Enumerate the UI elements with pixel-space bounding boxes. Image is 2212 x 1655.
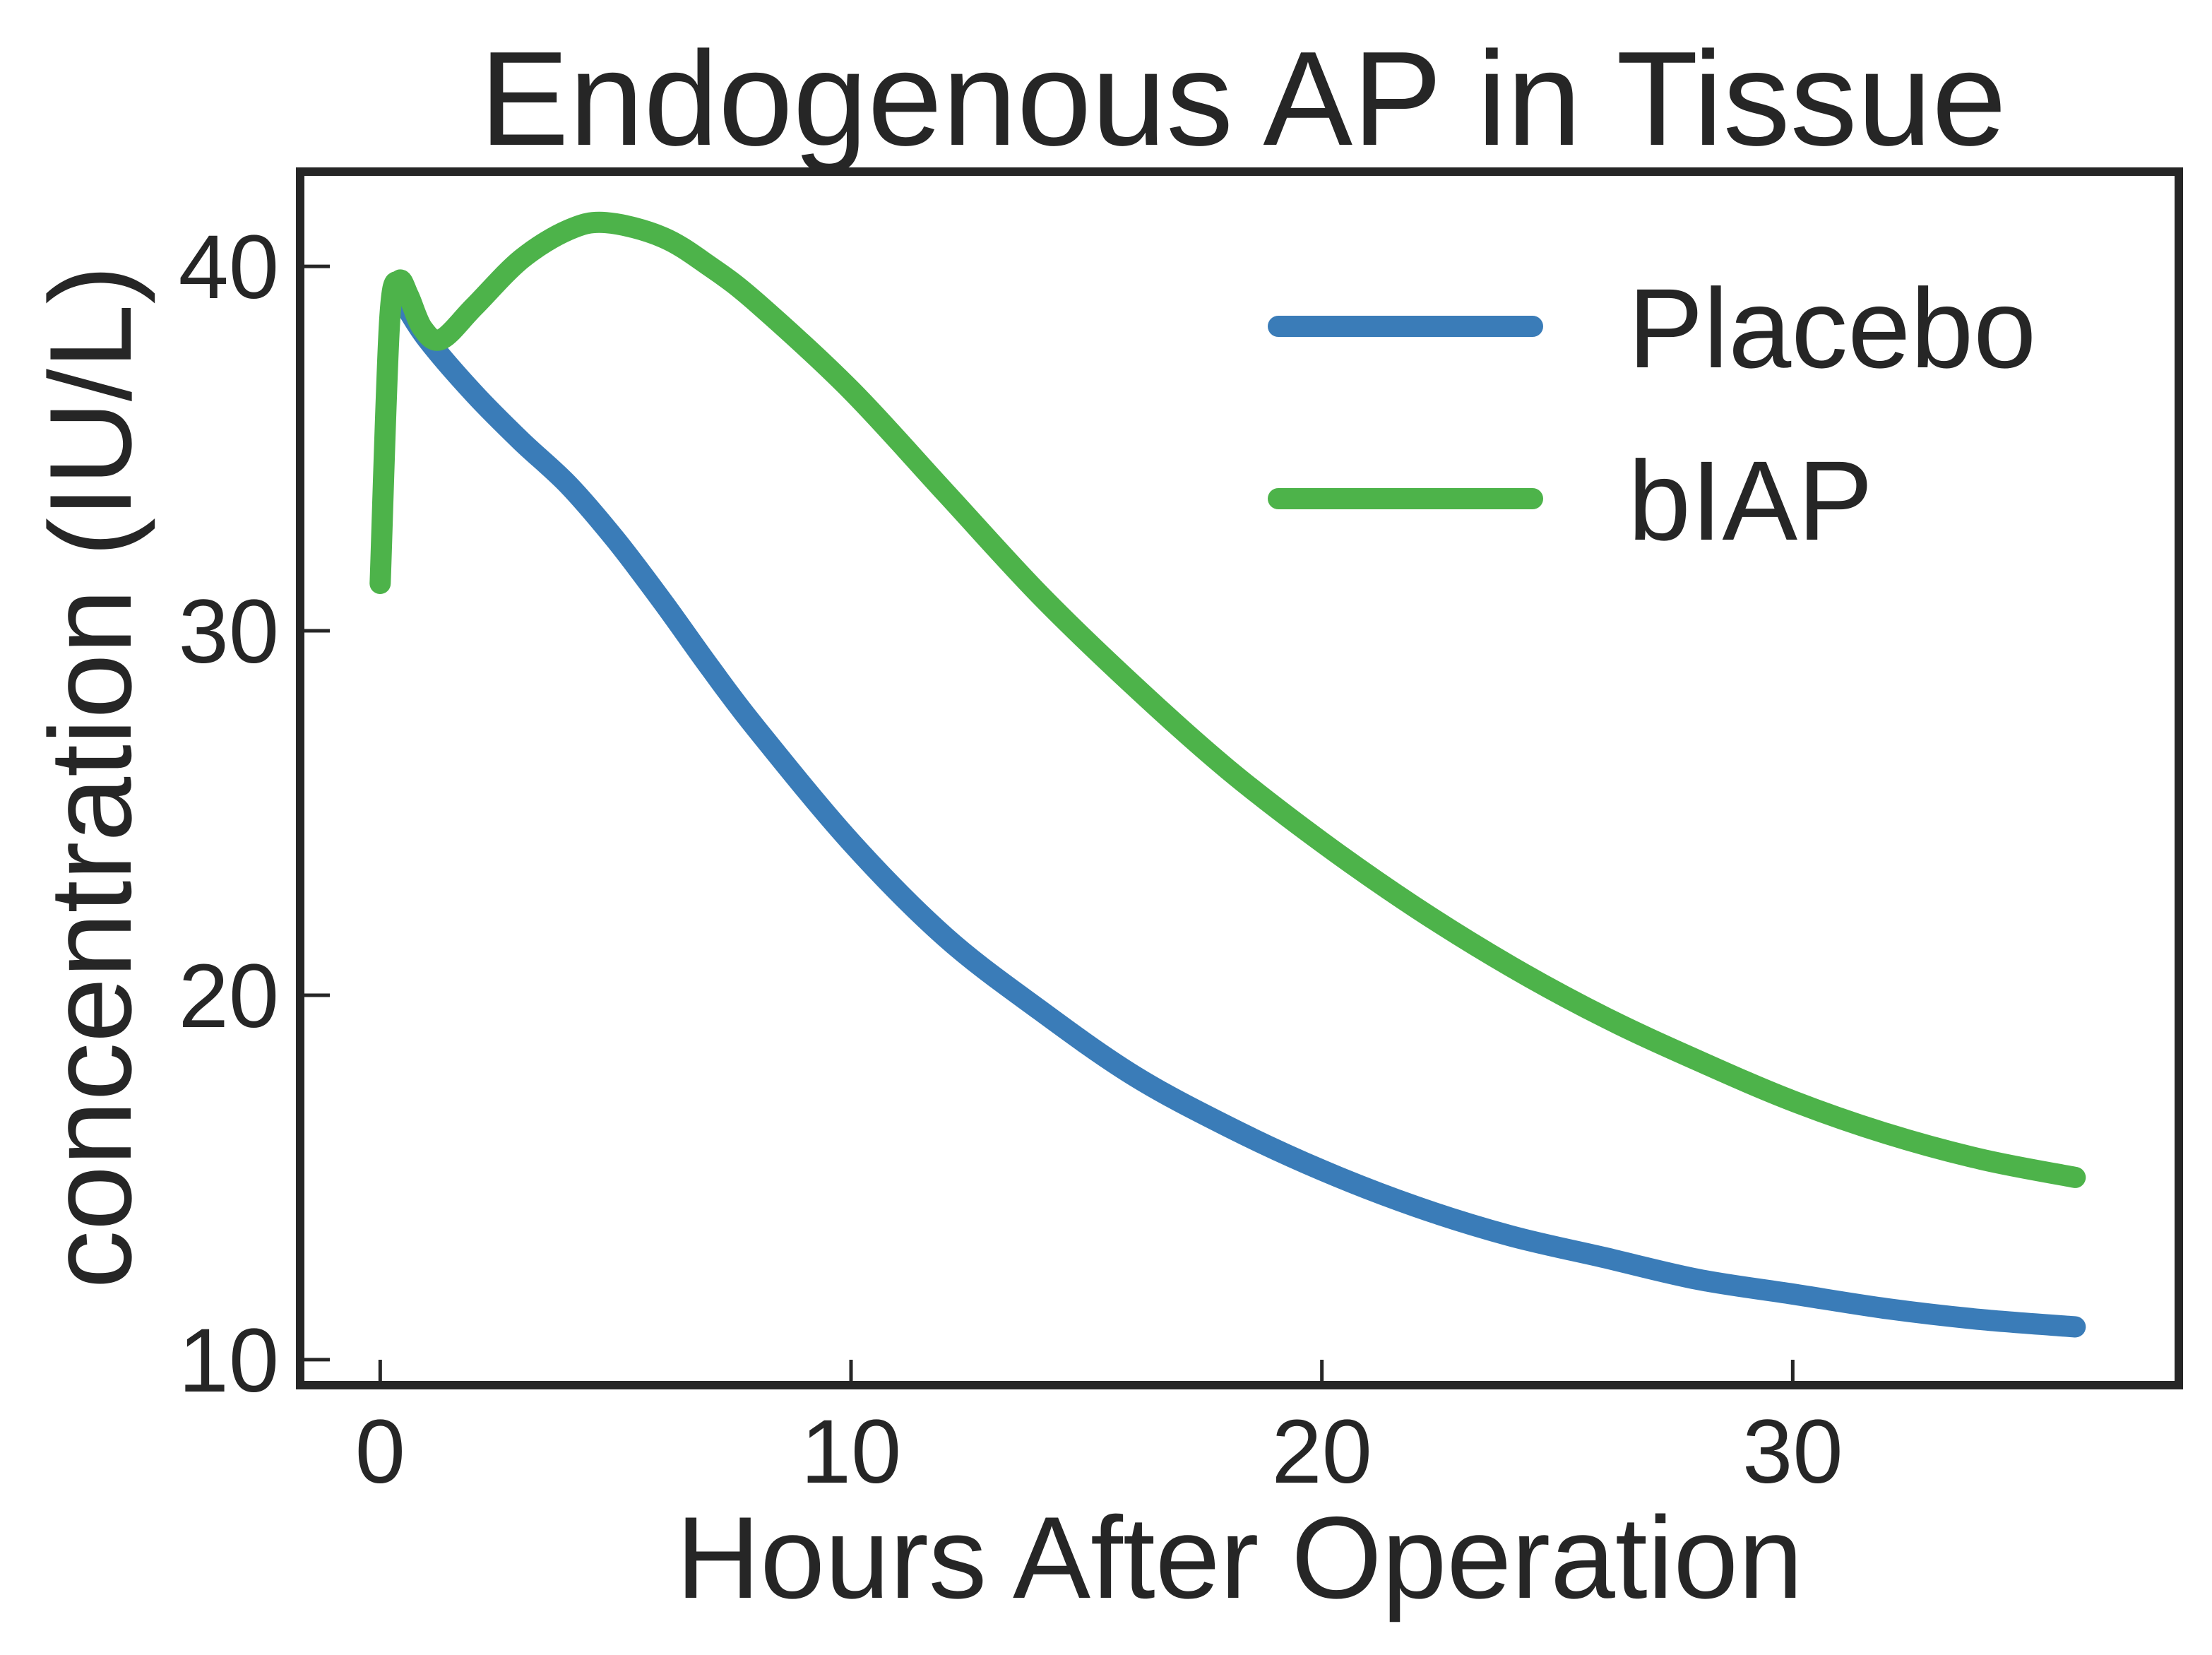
x-tick-label: 20 bbox=[1271, 1401, 1372, 1502]
x-tick-label: 30 bbox=[1742, 1401, 1843, 1502]
plot-frame bbox=[296, 167, 2183, 1389]
chart-title: Endogenous AP in Tissue bbox=[480, 24, 2006, 174]
series-line-placebo bbox=[393, 292, 2086, 1338]
y-axis: 10 20 30 40 bbox=[179, 217, 330, 1411]
x-tick-label: 10 bbox=[801, 1401, 901, 1502]
y-axis-label: concentration (IU/L) bbox=[25, 266, 155, 1289]
legend-label-placebo: Placebo bbox=[1628, 265, 2036, 391]
series-layer bbox=[369, 211, 2086, 1338]
x-axis: 0 10 20 30 bbox=[355, 1360, 1843, 1502]
y-tick-label: 30 bbox=[179, 581, 279, 682]
y-tick-label: 20 bbox=[179, 946, 279, 1047]
legend-label-biap: bIAP bbox=[1628, 437, 1873, 564]
y-tick-label: 10 bbox=[179, 1310, 279, 1411]
series-line-biap bbox=[369, 211, 2086, 1188]
x-axis-label: Hours After Operation bbox=[676, 1493, 1803, 1623]
legend: Placebo bIAP bbox=[1268, 265, 2036, 564]
y-tick-label: 40 bbox=[179, 217, 279, 318]
x-tick-label: 0 bbox=[355, 1401, 405, 1502]
